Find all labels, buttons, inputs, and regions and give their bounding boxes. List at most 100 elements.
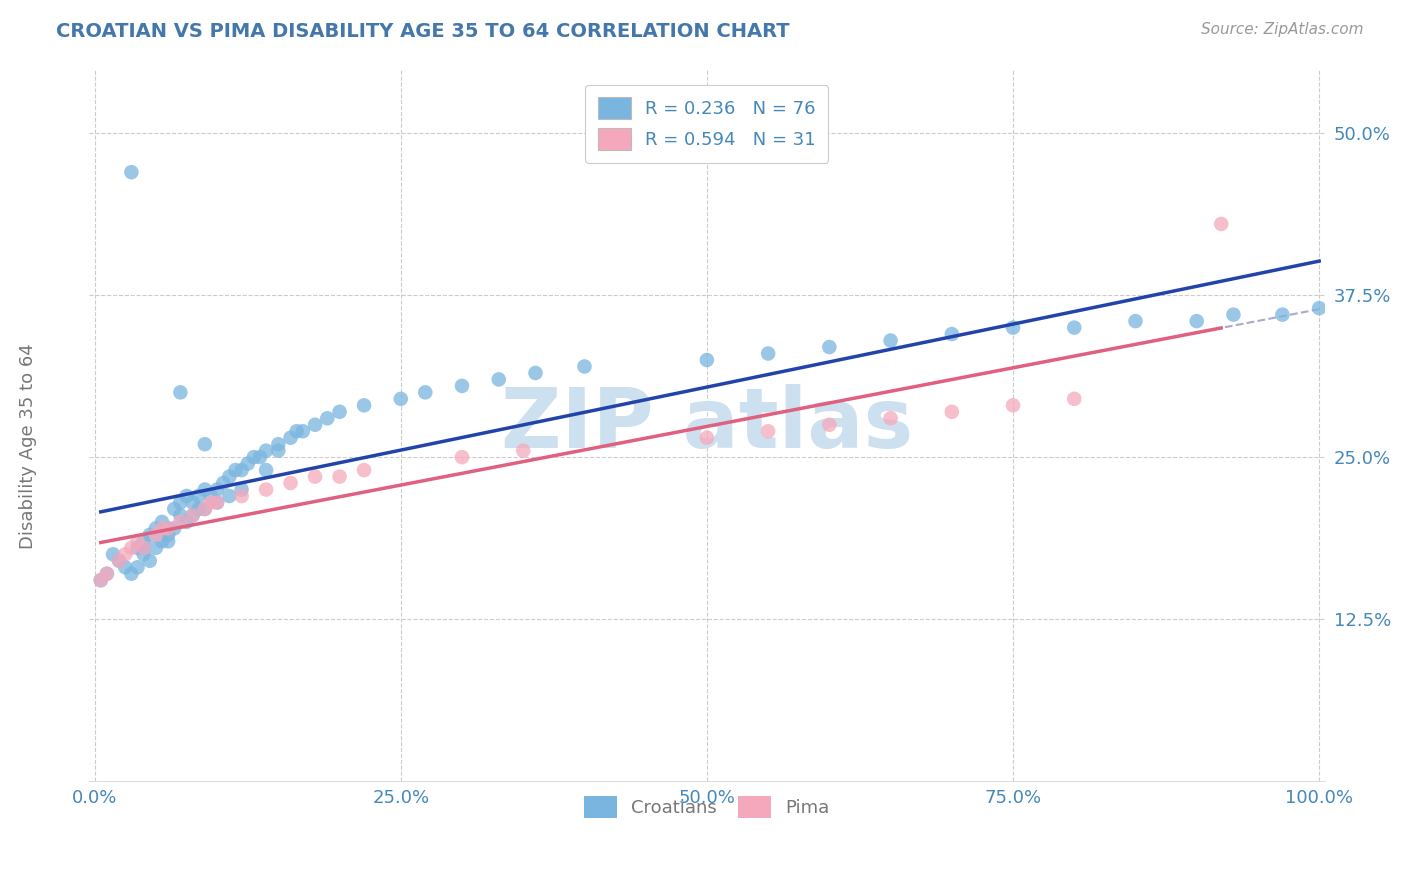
Point [114,547,136,561]
Point [512,443,534,458]
Point [941,405,963,419]
Point [224,463,246,477]
Point [267,437,290,451]
Point [169,515,191,529]
Point [101,547,124,561]
Point [236,457,259,471]
Point [1002,320,1025,334]
Point [879,411,901,425]
Point [194,502,217,516]
Point [451,450,474,464]
Point [1271,308,1294,322]
Point [127,560,149,574]
Point [145,541,167,555]
Point [451,379,474,393]
Point [132,534,155,549]
Point [205,495,228,509]
Point [316,411,339,425]
Point [818,417,841,432]
Point [96,566,118,581]
Point [176,515,198,529]
Text: ZIP atlas: ZIP atlas [501,384,912,466]
Text: CROATIAN VS PIMA DISABILITY AGE 35 TO 64 CORRELATION CHART: CROATIAN VS PIMA DISABILITY AGE 35 TO 64… [56,22,790,41]
Point [187,489,209,503]
Point [353,463,375,477]
Point [818,340,841,354]
Point [139,528,162,542]
Point [267,443,290,458]
Point [150,515,173,529]
Point [285,424,308,438]
Point [205,483,228,497]
Point [304,417,326,432]
Point [254,463,277,477]
Point [218,489,240,503]
Point [254,443,277,458]
Point [304,469,326,483]
Point [1125,314,1147,328]
Point [280,476,302,491]
Point [291,424,314,438]
Point [150,521,173,535]
Point [181,508,204,523]
Point [132,541,155,555]
Point [756,424,779,438]
Point [231,489,253,503]
Point [194,437,217,451]
Point [696,353,718,368]
Point [218,469,240,483]
Point [127,541,149,555]
Point [756,346,779,360]
Point [194,483,217,497]
Point [1002,398,1025,412]
Point [524,366,547,380]
Point [941,327,963,342]
Point [488,372,510,386]
Point [150,534,173,549]
Point [1211,217,1233,231]
Point [108,554,131,568]
Point [200,489,222,503]
Point [176,489,198,503]
Point [163,502,186,516]
Point [574,359,596,374]
Point [231,483,253,497]
Point [108,554,131,568]
Point [181,508,204,523]
Point [212,476,235,491]
Point [157,521,180,535]
Legend: Croatians, Pima: Croatians, Pima [576,789,837,825]
Point [1063,392,1085,406]
Point [1063,320,1085,334]
Point [205,495,228,509]
Point [145,521,167,535]
Point [1222,308,1244,322]
Text: Disability Age 35 to 64: Disability Age 35 to 64 [20,343,37,549]
Point [413,385,436,400]
Point [96,566,118,581]
Point [254,483,277,497]
Point [696,431,718,445]
Point [200,495,222,509]
Point [90,573,112,587]
Point [194,502,217,516]
Point [139,554,162,568]
Point [169,495,191,509]
Point [231,463,253,477]
Point [157,534,180,549]
Point [879,334,901,348]
Point [353,398,375,412]
Point [120,541,142,555]
Point [157,521,180,535]
Point [280,431,302,445]
Point [329,405,352,419]
Point [249,450,271,464]
Point [132,541,155,555]
Point [127,534,149,549]
Point [120,566,142,581]
Point [1308,301,1330,315]
Point [145,528,167,542]
Point [329,469,352,483]
Point [169,385,191,400]
Point [187,502,209,516]
